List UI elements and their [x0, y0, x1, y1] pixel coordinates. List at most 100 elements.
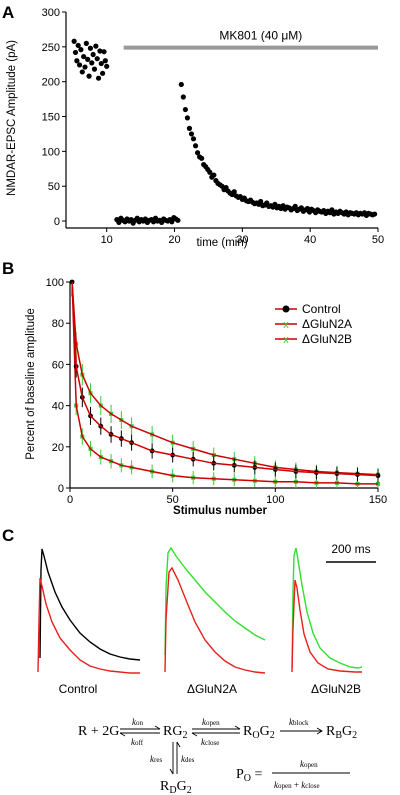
data-point: [89, 60, 95, 66]
chart-b-ytick-label: 60: [52, 359, 64, 371]
chart-a-xtick-label: 40: [304, 234, 316, 246]
data-point: [93, 43, 99, 49]
data-point: [329, 207, 335, 213]
data-point: [188, 131, 195, 137]
chart-a-xlabel: time (min): [196, 237, 247, 249]
data-point: [91, 66, 98, 72]
legend-marker-control: [282, 305, 290, 313]
legend-label-glun2a: ΔGluN2A: [302, 317, 352, 331]
legend-label-glun2b: ΔGluN2B: [302, 332, 352, 346]
epsc-traces: 200 ms Control ΔGluN2A ΔGluN2B: [37, 542, 376, 696]
scheme-rdg2: RDG2: [160, 779, 192, 795]
chart-a-ytick-label: 100: [42, 146, 60, 158]
chart-a-ytick-label: 200: [42, 77, 60, 89]
chart-b-ylabel: Percent of baseline amplitude: [25, 308, 37, 460]
panel-label-c: C: [2, 526, 14, 545]
data-point: [102, 58, 108, 64]
data-point: [79, 69, 85, 75]
chart-b: Percent of baseline amplitude Stimulus n…: [25, 277, 387, 517]
data-point: [98, 60, 104, 67]
trace-glun2b-green: [291, 547, 363, 669]
svg-text:kopen: kopen: [202, 717, 220, 727]
chart-b-ytick-label: 100: [46, 277, 64, 289]
trace-control-black: [39, 548, 141, 661]
data-point: [69, 279, 75, 285]
legend-label-control: Control: [302, 302, 341, 316]
chart-b-ytick-label: 20: [52, 442, 64, 454]
data-point: [71, 38, 77, 44]
data-point: [100, 70, 106, 76]
trace-glun2a-green: [164, 546, 266, 656]
data-point: [207, 169, 213, 175]
kinetic-scheme: R + 2G kon koff RG2 kopen kclose ROG2 kb…: [78, 717, 357, 795]
svg-text:kopen: kopen: [300, 759, 318, 769]
chart-a-ylabel: NMDAR-EPSC Amplitude (pA): [6, 40, 18, 196]
data-point: [375, 473, 381, 479]
data-point: [72, 49, 79, 56]
svg-text:koff: koff: [131, 737, 144, 747]
chart-b-ytick-label: 0: [58, 483, 64, 495]
data-point: [182, 106, 188, 113]
trace-glun2b-red: [291, 579, 362, 673]
scheme-rog2: ROG2: [243, 724, 275, 741]
data-point: [76, 62, 83, 68]
panel-label-b: B: [2, 259, 14, 278]
data-point: [178, 81, 184, 88]
svg-text:kdes: kdes: [181, 754, 195, 764]
chart-a-xtick-label: 20: [168, 234, 180, 246]
data-point: [180, 94, 186, 100]
trace-label-control: Control: [59, 682, 98, 696]
data-point: [87, 45, 94, 51]
chart-a-ytick-label: 150: [42, 112, 60, 124]
data-point: [101, 49, 107, 55]
chart-a-ytick-label: 300: [42, 7, 60, 19]
scheme-r-2g: R + 2G: [78, 724, 119, 739]
legend-marker-glun2a: x: [283, 319, 289, 331]
chart-b-ytick-label: 40: [52, 401, 64, 413]
data-point: [199, 155, 205, 161]
data-point: [81, 53, 87, 60]
chart-b-xtick-label: 150: [369, 494, 387, 506]
svg-text:kblock: kblock: [289, 717, 309, 727]
data-point: [83, 40, 89, 46]
scale-bar-label: 200 ms: [331, 542, 370, 556]
scheme-rbg2: RBG2: [326, 724, 357, 741]
data-point: [94, 56, 100, 62]
chart-a-ytick-label: 250: [42, 42, 60, 54]
data-point: [258, 198, 264, 205]
data-point: [194, 150, 201, 156]
mk801-label: MK801 (40 μM): [219, 29, 302, 43]
chart-a: NMDAR-EPSC Amplitude (pA) time (min) MK8…: [6, 7, 384, 249]
chart-b-legend: Control x ΔGluN2A x ΔGluN2B: [275, 302, 352, 346]
data-point: [186, 125, 193, 131]
chart-b-xtick-label: 50: [167, 494, 179, 506]
chart-b-ytick-label: 80: [52, 318, 64, 330]
data-point: [231, 189, 237, 195]
fit-line: [71, 281, 379, 477]
data-point: [97, 48, 103, 54]
data-point: [372, 211, 378, 217]
legend-marker-glun2b: x: [283, 334, 289, 346]
chart-b-xtick-label: 0: [67, 494, 73, 506]
data-point: [175, 217, 181, 223]
data-point: [184, 115, 191, 121]
chart-b-xlabel: Stimulus number: [173, 505, 267, 517]
svg-text:kopen + kclose: kopen + kclose: [274, 780, 320, 790]
data-point: [85, 56, 91, 62]
panel-label-a: A: [2, 3, 14, 22]
chart-b-xtick-label: 100: [266, 494, 284, 506]
chart-a-xtick-label: 10: [101, 234, 113, 246]
fit-line: [71, 281, 379, 476]
trace-control-red: [37, 577, 140, 674]
data-point: [116, 219, 122, 226]
svg-text:kon: kon: [132, 717, 144, 727]
data-point: [82, 64, 88, 70]
data-point: [78, 47, 84, 53]
chart-a-ytick-label: 50: [48, 181, 60, 193]
chart-a-xtick-label: 50: [372, 234, 384, 246]
trace-label-glun2a: ΔGluN2A: [187, 682, 237, 696]
scheme-po: PO =: [236, 767, 263, 784]
data-point: [95, 75, 102, 81]
data-point: [86, 73, 92, 79]
chart-a-ytick-label: 0: [54, 216, 60, 228]
